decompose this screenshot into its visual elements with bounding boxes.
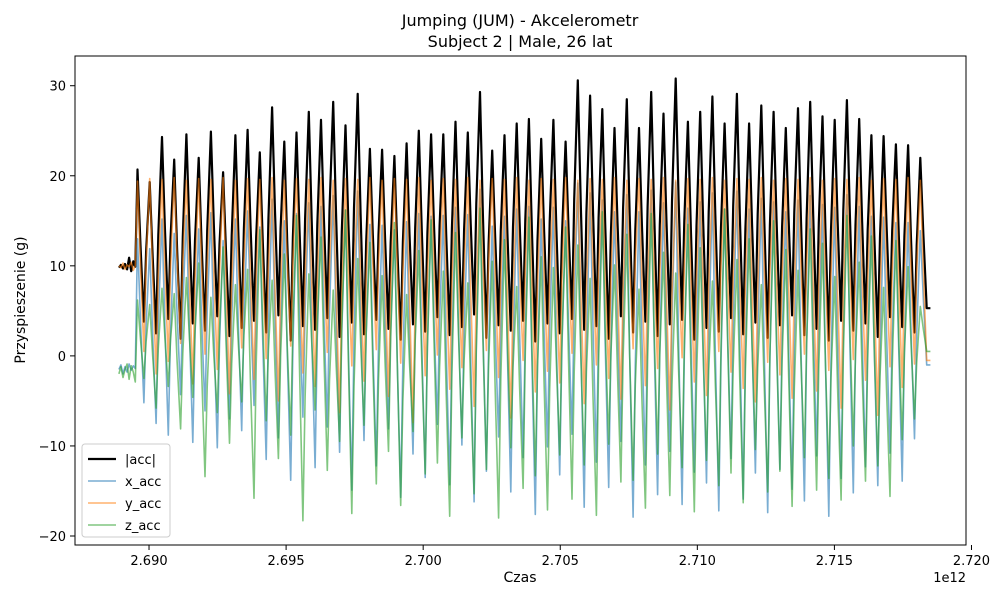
plot-area-frame <box>74 55 967 546</box>
legend-label: |acc| <box>125 453 156 468</box>
y-axis: −20 −10 0 10 20 30 <box>39 80 75 545</box>
y-axis-label: Przyspieszenie (g) <box>13 236 29 363</box>
x-tick-label: 2.715 <box>816 554 853 569</box>
legend: |acc| x_acc y_acc z_acc <box>81 443 171 538</box>
y-tick-label: −20 <box>39 530 66 545</box>
y-tick-label: 30 <box>49 80 66 95</box>
x-axis-offset-label: 1e12 <box>933 571 966 586</box>
legend-label: y_acc <box>125 497 161 512</box>
y-tick-label: 20 <box>49 170 66 185</box>
x-tick-label: 2.695 <box>267 554 304 569</box>
y-tick-label: −10 <box>39 440 66 455</box>
series-line-x_acc <box>118 181 931 518</box>
x-tick-label: 2.700 <box>405 554 442 569</box>
legend-label: x_acc <box>125 475 161 490</box>
chart-subtitle: Subject 2 | Male, 26 lat <box>428 32 613 51</box>
chart-title: Jumping (JUM) - Akcelerometr <box>401 11 639 30</box>
series-layer <box>118 77 931 522</box>
x-tick-label: 2.710 <box>679 554 716 569</box>
series-line-acc <box>118 77 931 343</box>
series-line-z_acc <box>118 207 931 522</box>
x-tick-label: 2.720 <box>953 554 990 569</box>
legend-box <box>81 443 171 538</box>
y-tick-label: 0 <box>58 350 66 365</box>
y-tick-label: 10 <box>49 260 66 275</box>
legend-label: z_acc <box>125 519 161 534</box>
x-axis-label: Czas <box>504 570 537 586</box>
series-line-y_acc <box>118 176 931 424</box>
x-axis: 2.690 2.695 2.700 2.705 2.710 2.715 2.720 <box>130 545 990 569</box>
x-tick-label: 2.690 <box>130 554 167 569</box>
x-tick-label: 2.705 <box>542 554 579 569</box>
